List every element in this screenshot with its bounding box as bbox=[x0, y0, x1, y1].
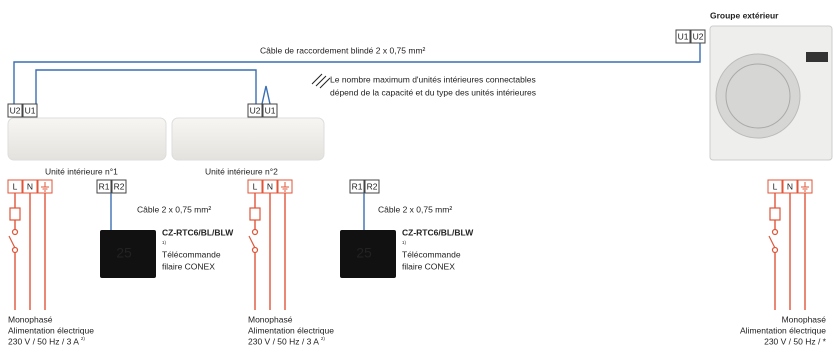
fuse bbox=[9, 207, 21, 221]
remote-terminal: R2 bbox=[114, 181, 125, 191]
switch-gap bbox=[772, 232, 778, 250]
outdoor-terminal: U1 bbox=[678, 31, 689, 41]
remote bbox=[100, 230, 156, 278]
switch-gap bbox=[12, 232, 18, 250]
remote-terminal-box bbox=[349, 179, 365, 194]
supply-terminal: L bbox=[13, 181, 18, 191]
outdoor-badge bbox=[806, 52, 828, 62]
indoor-terminal-box bbox=[7, 103, 23, 118]
switch-lever bbox=[8, 235, 16, 249]
remote-note-ref: 1) bbox=[162, 240, 167, 245]
power-phase: Monophasé bbox=[8, 314, 53, 324]
indoor-unit bbox=[171, 117, 325, 161]
supply-terminal: N bbox=[787, 181, 793, 191]
supply-terminal: N bbox=[267, 181, 273, 191]
remote-display: 25 bbox=[356, 245, 372, 261]
remote-label: filaire CONEX bbox=[162, 261, 215, 271]
indoor-terminal: U2 bbox=[10, 105, 21, 115]
remote-model: CZ-RTC6/BL/BLW bbox=[162, 227, 234, 237]
power-note-ref: 2) bbox=[81, 336, 86, 341]
remote-terminal-box bbox=[111, 179, 127, 194]
remote-terminal: R2 bbox=[367, 181, 378, 191]
power-spec: 230 V / 50 Hz / 3 A bbox=[8, 336, 79, 346]
remote-label: Télécommande bbox=[402, 249, 461, 259]
outdoor-terminal-box bbox=[690, 29, 706, 44]
power-label: Alimentation électrique bbox=[8, 325, 94, 335]
indoor-terminal: U1 bbox=[25, 105, 36, 115]
switch-pin bbox=[11, 228, 19, 236]
switch-pin bbox=[771, 228, 779, 236]
outdoor-title: Groupe extérieur bbox=[710, 10, 779, 20]
fuse bbox=[769, 207, 781, 221]
remote-cable-label: Câble 2 x 0,75 mm² bbox=[137, 204, 211, 214]
remote-label: filaire CONEX bbox=[402, 261, 455, 271]
power-label: Alimentation électrique bbox=[248, 325, 334, 335]
indoor-name: Unité intérieure n°2 bbox=[205, 166, 278, 176]
remote-cable-label: Câble 2 x 0,75 mm² bbox=[378, 204, 452, 214]
remote-terminal-box bbox=[96, 179, 112, 194]
remote-terminal: R1 bbox=[352, 181, 363, 191]
note-line: Le nombre maximum d'unités intérieures c… bbox=[330, 74, 536, 84]
cable-line bbox=[35, 69, 257, 104]
indoor-terminal: U2 bbox=[250, 105, 261, 115]
switch-lever bbox=[768, 235, 776, 249]
ground-icon bbox=[41, 182, 49, 192]
switch-gap bbox=[252, 232, 258, 250]
power-phase: Monophasé bbox=[248, 314, 293, 324]
indoor-unit bbox=[7, 117, 167, 161]
ground-icon bbox=[801, 182, 809, 192]
remote-terminal-box bbox=[364, 179, 380, 194]
outdoor-fan-grill bbox=[725, 63, 791, 129]
remote-display: 25 bbox=[116, 245, 132, 261]
ground-icon bbox=[281, 182, 289, 192]
indoor-name: Unité intérieure n°1 bbox=[45, 166, 118, 176]
power-spec: 230 V / 50 Hz / 3 A bbox=[248, 336, 319, 346]
power-spec: 230 V / 50 Hz / * bbox=[764, 336, 827, 346]
fuse bbox=[249, 207, 261, 221]
switch-pin bbox=[771, 246, 779, 254]
switch-pin bbox=[251, 246, 259, 254]
supply-terminal: N bbox=[27, 181, 33, 191]
indoor-terminal-box bbox=[247, 103, 263, 118]
outdoor-terminal: U2 bbox=[693, 31, 704, 41]
power-phase: Monophasé bbox=[782, 314, 827, 324]
remote bbox=[340, 230, 396, 278]
outdoor-fan bbox=[715, 53, 801, 139]
cable-line bbox=[261, 85, 271, 105]
break-mark bbox=[311, 73, 331, 89]
indoor-terminal-box bbox=[262, 103, 278, 118]
supply-terminal: L bbox=[773, 181, 778, 191]
switch-pin bbox=[251, 228, 259, 236]
supply-terminal: L bbox=[253, 181, 258, 191]
remote-model: CZ-RTC6/BL/BLW bbox=[402, 227, 474, 237]
power-label: Alimentation électrique bbox=[740, 325, 826, 335]
cable-label: Câble de raccordement blindé 2 x 0,75 mm… bbox=[260, 45, 426, 55]
cable-line bbox=[13, 42, 701, 104]
power-note-ref: 2) bbox=[321, 336, 326, 341]
remote-terminal: R1 bbox=[99, 181, 110, 191]
note-line: dépend de la capacité et du type des uni… bbox=[330, 87, 536, 97]
indoor-terminal: U1 bbox=[265, 105, 276, 115]
switch-lever bbox=[248, 235, 256, 249]
indoor-terminal-box bbox=[22, 103, 38, 118]
outdoor-terminal-box bbox=[675, 29, 691, 44]
switch-pin bbox=[11, 246, 19, 254]
remote-label: Télécommande bbox=[162, 249, 221, 259]
remote-note-ref: 1) bbox=[402, 240, 407, 245]
